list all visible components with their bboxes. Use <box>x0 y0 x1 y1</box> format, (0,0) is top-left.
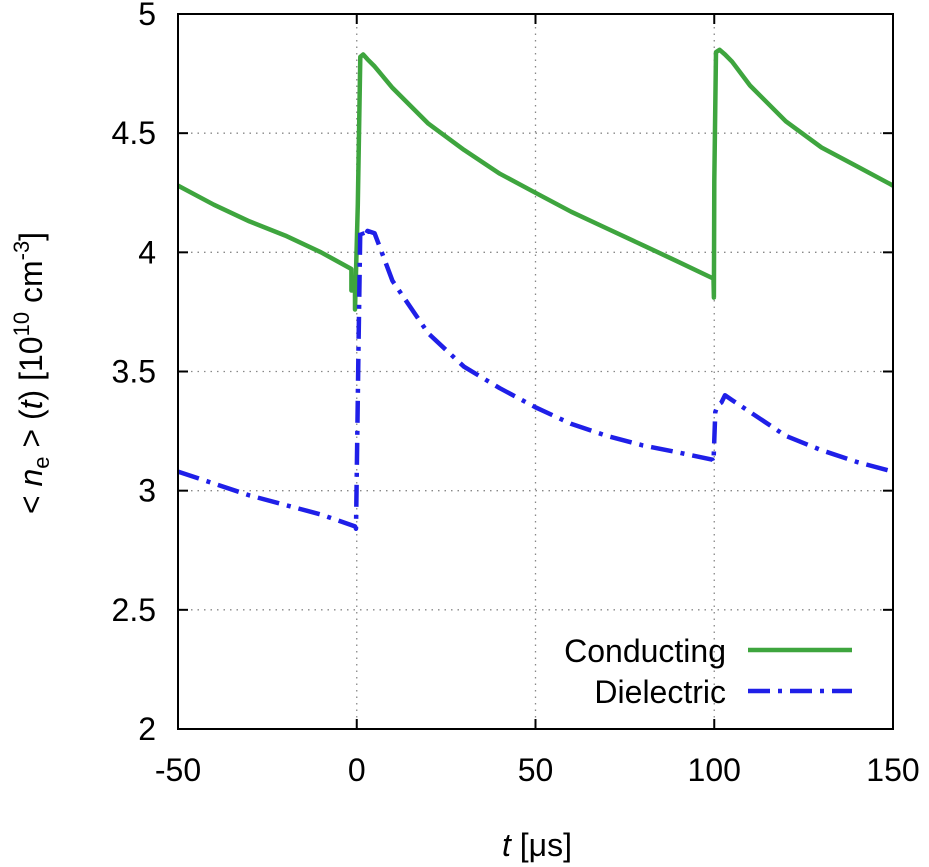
y-label-exp1: 10 <box>9 312 34 336</box>
series-line-dielectric <box>177 226 894 532</box>
x-axis-unit: [μs] <box>511 827 572 863</box>
y-label-exp2: -3 <box>9 241 34 261</box>
y-label-sub: e <box>29 456 54 468</box>
y-tick-label: 2 <box>138 711 156 747</box>
y-tick-label: 3 <box>138 473 156 509</box>
legend: Conducting Dielectric <box>564 633 852 710</box>
x-tick-labels: -50 0 50 100 150 <box>155 752 920 788</box>
x-tick-label: 50 <box>518 752 554 788</box>
y-tick-label: 4.5 <box>112 115 156 151</box>
y-tick-label: 4 <box>138 234 156 270</box>
legend-label-conducting: Conducting <box>564 633 726 669</box>
series-group <box>176 47 895 532</box>
y-tick-label: 3.5 <box>112 354 156 390</box>
legend-label-dielectric: Dielectric <box>594 674 726 710</box>
y-label-prefix: < <box>13 487 49 515</box>
y-label-var: n <box>13 469 49 487</box>
y-axis-label: < ne > (t) [1010 cm-3] <box>9 232 54 514</box>
x-axis-var: t <box>502 827 512 863</box>
tick-marks <box>177 13 894 730</box>
x-tick-label: 0 <box>348 752 366 788</box>
y-tick-label: 5 <box>138 0 156 32</box>
y-tick-labels: 2 2.5 3 3.5 4 4.5 5 <box>112 0 156 747</box>
x-tick-label: 100 <box>688 752 741 788</box>
x-tick-label: 150 <box>866 752 919 788</box>
y-label-unit: cm <box>13 260 49 312</box>
x-axis-label: t [μs] <box>502 827 572 863</box>
series-line-conducting <box>176 47 895 312</box>
y-label-t: t <box>13 399 49 409</box>
y-label-paren: ) [10 <box>13 336 49 400</box>
y-label-close: ] <box>13 232 49 241</box>
y-tick-label: 2.5 <box>112 592 156 628</box>
y-label-mid: > ( <box>13 409 49 456</box>
x-tick-label: -50 <box>155 752 201 788</box>
